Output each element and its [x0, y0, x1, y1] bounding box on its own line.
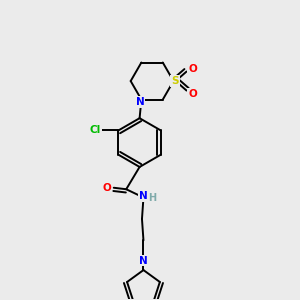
- Text: O: O: [103, 183, 112, 193]
- Text: S: S: [171, 76, 179, 86]
- Text: O: O: [188, 88, 197, 98]
- Text: H: H: [148, 193, 156, 203]
- Text: O: O: [188, 64, 197, 74]
- Text: N: N: [139, 191, 148, 201]
- Text: N: N: [136, 97, 144, 107]
- Text: N: N: [139, 256, 148, 266]
- Text: Cl: Cl: [90, 125, 101, 135]
